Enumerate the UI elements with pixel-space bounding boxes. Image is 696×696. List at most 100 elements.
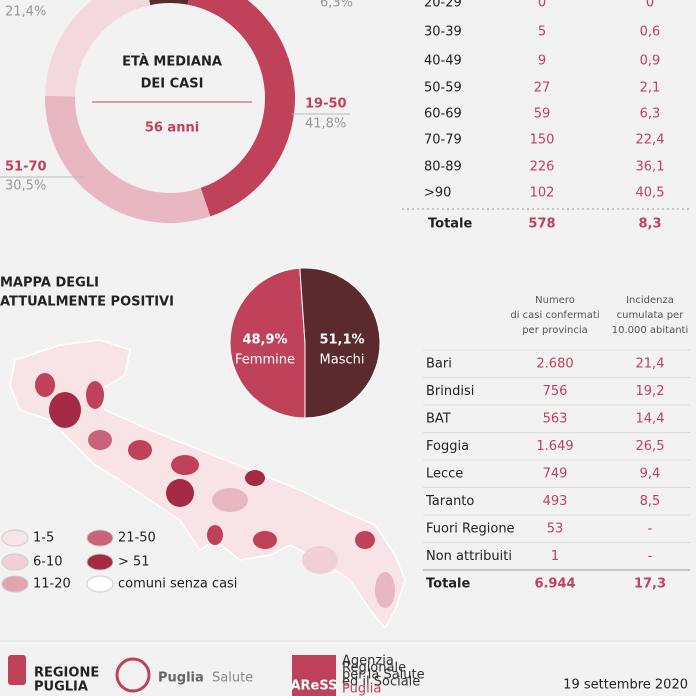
logo-text: ed il Sociale [342, 675, 420, 690]
age-class: 80-89 [424, 160, 462, 175]
legend-swatch [1, 529, 29, 547]
incidence: 40,5 [636, 186, 665, 201]
incidence: 9,4 [640, 467, 661, 482]
age-total-label: Totale [428, 217, 473, 232]
donut-title: DEI CASI [141, 77, 204, 92]
column-header: Numero [535, 295, 575, 306]
legend-label: 21-50 [118, 531, 156, 546]
cases: 9 [538, 54, 546, 69]
column-header: di casi confermati [510, 310, 599, 321]
province: Bari [426, 357, 452, 372]
donut-value: 30,5% [5, 179, 46, 194]
incidence: 21,4 [636, 357, 665, 372]
donut-value: 41,8% [305, 117, 346, 132]
age-total-cases: 578 [528, 217, 555, 232]
map-area [49, 392, 81, 428]
cases: 749 [543, 467, 568, 482]
age-class: 20-29 [424, 0, 462, 11]
incidence: 36,1 [636, 160, 665, 175]
donut-segment [187, 0, 295, 217]
cases: 5 [538, 25, 546, 40]
legend-swatch [86, 553, 114, 571]
map-area [245, 470, 265, 486]
map-area [86, 381, 104, 409]
pie-name: Femmine [235, 353, 295, 368]
cases: 150 [530, 133, 555, 148]
logo-icon [115, 657, 151, 693]
puglia-map [9, 339, 406, 630]
cases: 0 [538, 0, 546, 11]
cases: 1.649 [536, 439, 573, 454]
cases: 493 [543, 494, 568, 509]
province: Non attribuiti [426, 549, 512, 564]
logo-text: Salute [212, 671, 253, 686]
incidence: - [648, 522, 653, 537]
donut-label: 51-70 [5, 160, 47, 175]
pie-value: 48,9% [242, 333, 287, 348]
column-header: Incidenza [626, 295, 674, 306]
column-header: per provincia [522, 325, 588, 336]
cases: 226 [530, 160, 555, 175]
map-area [212, 488, 248, 512]
cases: 59 [534, 107, 551, 122]
donut-value: 6,3% [320, 0, 353, 11]
cases: 2.680 [536, 357, 573, 372]
date: 19 settembre 2020 [563, 678, 688, 693]
pie-value: 51,1% [319, 333, 364, 348]
age-class: 70-79 [424, 133, 462, 148]
age-class: 50-59 [424, 81, 462, 96]
logo-text: per la Salute [342, 668, 425, 683]
cases: 27 [534, 81, 551, 96]
age-class: 60-69 [424, 107, 462, 122]
legend-label: 6-10 [33, 555, 63, 570]
incidence: 0 [646, 0, 654, 11]
map-area [166, 479, 194, 507]
cases: 563 [543, 412, 568, 427]
map-area [128, 440, 152, 460]
map-area [207, 525, 223, 545]
donut-label: 19-50 [305, 97, 347, 112]
cases: 756 [543, 384, 568, 399]
incidence: 26,5 [636, 439, 665, 454]
map-area [88, 430, 112, 450]
map-area [253, 531, 277, 549]
logo-text: AReSS [290, 679, 337, 694]
province: BAT [426, 412, 451, 427]
incidence: 8,5 [640, 494, 661, 509]
legend-swatch [86, 575, 114, 593]
incidence: 0,9 [640, 54, 661, 69]
cases: 53 [547, 522, 564, 537]
median-value: 56 anni [145, 121, 199, 136]
pie-name: Maschi [320, 353, 365, 368]
logo-text: Regionale [342, 661, 406, 676]
legend-swatch [86, 529, 114, 547]
province-total-incidence: 17,3 [634, 577, 666, 592]
age-total-incidence: 8,3 [638, 217, 661, 232]
donut-segment [45, 0, 151, 97]
province: Lecce [426, 467, 463, 482]
column-header: cumulata per [617, 310, 685, 321]
incidence: 14,4 [636, 412, 665, 427]
logo-text: Puglia [342, 682, 381, 696]
province: Foggia [426, 439, 469, 454]
legend-swatch [1, 553, 29, 571]
incidence: 22,4 [636, 133, 665, 148]
legend-label: comuni senza casi [118, 577, 237, 592]
donut-title: ETÀ MEDIANA [122, 54, 222, 70]
donut-segment [149, 0, 189, 6]
donut-value: 21,4% [5, 5, 46, 20]
age-class: 30-39 [424, 25, 462, 40]
province: Fuori Regione [426, 522, 515, 537]
map-area [302, 546, 338, 574]
province: Brindisi [426, 384, 474, 399]
incidence: 6,3 [640, 107, 661, 122]
province-total-cases: 6.944 [534, 577, 575, 592]
donut-center [85, 30, 255, 160]
logo-icon [8, 655, 26, 685]
legend-label: 1-5 [33, 531, 54, 546]
province-total-label: Totale [426, 577, 471, 592]
cases: 102 [530, 186, 555, 201]
cases: 1 [551, 549, 559, 564]
logo-icon [292, 655, 336, 696]
